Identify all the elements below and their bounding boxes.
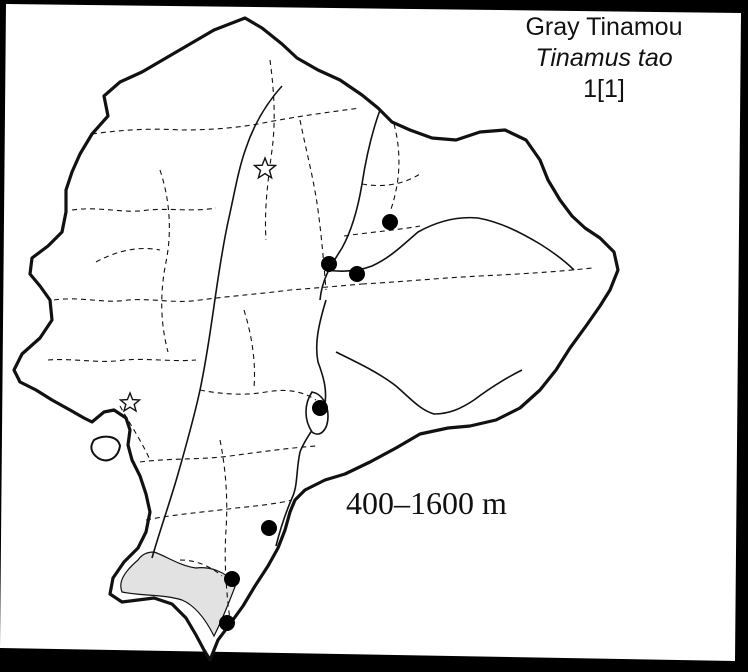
record-dot [312, 400, 328, 416]
elevation-range-label: 400–1600 m [346, 485, 507, 521]
river-north [325, 216, 575, 272]
river-south [335, 351, 523, 415]
guayaquil-star-icon [118, 391, 142, 413]
range-shading [120, 551, 237, 638]
andes-west-crest [151, 85, 283, 559]
province-boundaries [47, 59, 593, 621]
species-title-block: Gray Tinamou Tinamus tao 1[1] [498, 12, 710, 105]
record-dot [349, 266, 365, 282]
record-dot [382, 214, 398, 230]
record-count: 1[1] [583, 75, 625, 103]
scientific-name: Tinamus tao [535, 44, 673, 72]
quito-star-icon [252, 156, 278, 180]
common-name: Gray Tinamou [525, 13, 683, 41]
country-outline [12, 16, 620, 662]
record-dot [261, 520, 277, 536]
record-dot [224, 571, 240, 587]
island [90, 435, 122, 462]
record-dot [321, 256, 337, 272]
record-points [219, 214, 398, 631]
record-dot [219, 615, 235, 631]
